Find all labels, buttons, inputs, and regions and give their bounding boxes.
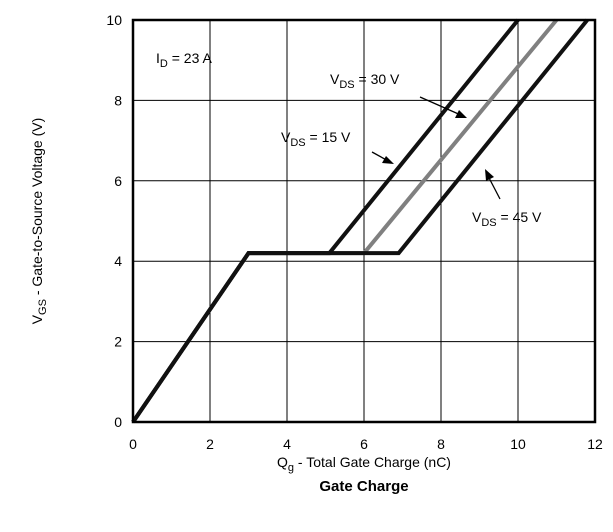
- arrowhead-vds-45: [485, 169, 494, 181]
- y-tick-label-4: 8: [114, 92, 122, 108]
- y-tick-label-1: 2: [114, 334, 122, 350]
- series-label-vds-30: VDS = 30 V: [330, 71, 400, 91]
- x-tick-label-5: 10: [510, 436, 526, 452]
- annotation-arrows: [371, 96, 501, 200]
- y-tick-label-0: 0: [114, 414, 122, 430]
- series-line-0: [131, 18, 520, 424]
- arrow-vds-30: [419, 96, 464, 117]
- x-axis-label: Qg - Total Gate Charge (nC): [277, 454, 451, 474]
- y-axis-label: VGS - Gate-to-Source Voltage (V): [29, 118, 49, 325]
- x-tick-label-0: 0: [129, 436, 137, 452]
- y-tick-label-2: 4: [114, 253, 122, 269]
- arrowhead-vds-15: [382, 156, 394, 164]
- x-tick-label-4: 8: [437, 436, 445, 452]
- current-annotation: ID = 23 A: [156, 50, 212, 70]
- x-tick-label-1: 2: [206, 436, 214, 452]
- chart-title: Gate Charge: [319, 478, 408, 495]
- series-lines: [131, 18, 589, 424]
- x-tick-label-6: 12: [587, 436, 603, 452]
- arrowhead-vds-30: [455, 110, 467, 118]
- plot-frame: [131, 18, 597, 424]
- x-tick-label-3: 6: [360, 436, 368, 452]
- y-tick-label-5: 10: [106, 12, 122, 28]
- x-tick-label-2: 4: [283, 436, 291, 452]
- y-tick-labels: 0 2 4 6 8 10: [106, 12, 122, 430]
- x-tick-labels: 0 2 4 6 8 10 12: [129, 436, 603, 452]
- series-label-vds-45: VDS = 45 V: [472, 209, 542, 229]
- series-label-vds-15: VDS = 15 V: [281, 129, 351, 149]
- y-tick-label-3: 6: [114, 173, 122, 189]
- series-line-2: [131, 18, 589, 424]
